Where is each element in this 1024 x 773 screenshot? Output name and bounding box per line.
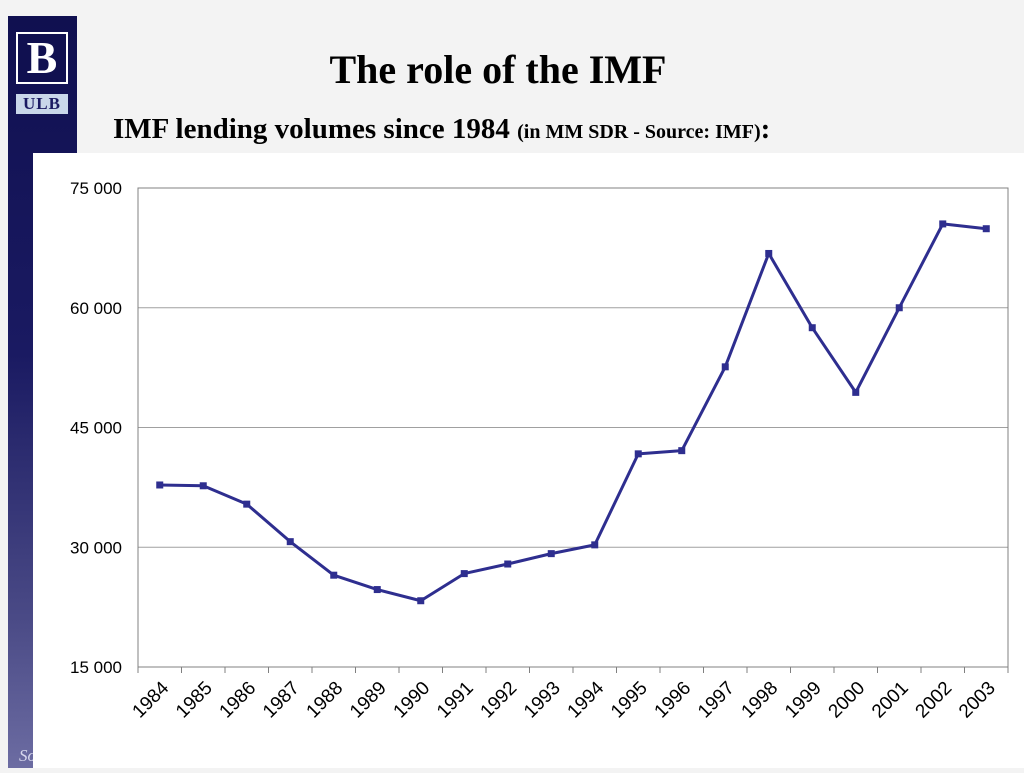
x-tick-label: 2001	[868, 678, 913, 723]
data-point	[634, 450, 642, 458]
x-tick-label: 1998	[738, 678, 783, 723]
x-tick-label: 1993	[520, 678, 565, 723]
x-tick-label: 1996	[651, 678, 696, 723]
data-point	[721, 363, 729, 371]
x-tick-label: 1990	[390, 678, 435, 723]
data-point	[939, 220, 947, 228]
y-tick-label: 60 000	[70, 299, 122, 318]
x-tick-label: 1997	[694, 678, 739, 723]
series-line	[159, 222, 987, 603]
data-point	[504, 560, 512, 568]
data-point	[156, 481, 164, 489]
x-tick-label: 1986	[216, 678, 261, 723]
x-tick-label: 2003	[955, 678, 1000, 723]
sidebar-footer-text: So	[19, 746, 36, 765]
data-point	[895, 304, 903, 312]
x-tick-label: 1995	[607, 678, 652, 723]
y-tick-label: 75 000	[70, 179, 122, 198]
x-tick-label: 1987	[259, 678, 304, 723]
x-tick-label: 1992	[477, 678, 522, 723]
data-point	[765, 249, 773, 257]
x-tick-label: 1991	[433, 678, 478, 723]
data-point	[199, 482, 207, 490]
data-point	[417, 597, 425, 605]
subtitle-note: (in MM SDR - Source: IMF)	[517, 121, 761, 143]
data-point	[330, 571, 338, 579]
x-tick-label: 1985	[172, 678, 217, 723]
x-tick-label: 1984	[129, 677, 174, 722]
data-point	[852, 388, 860, 396]
x-tick-label: 1989	[346, 678, 391, 723]
data-point	[460, 570, 468, 578]
logo-letter: B	[26, 32, 58, 83]
y-tick-label: 30 000	[70, 538, 122, 557]
ulb-logo: B	[16, 32, 68, 84]
slide-subtitle: IMF lending volumes since 1984 (in MM SD…	[113, 113, 770, 146]
y-tick-label: 15 000	[70, 658, 122, 677]
x-tick-label: 2000	[825, 678, 870, 723]
subtitle-colon: :	[760, 113, 771, 145]
data-point	[591, 541, 599, 549]
data-point	[286, 538, 294, 546]
data-point	[243, 500, 251, 508]
data-point	[982, 225, 990, 233]
data-point	[373, 586, 381, 594]
data-point	[547, 550, 555, 558]
ulb-logo-text: ULB	[16, 94, 68, 114]
data-point	[808, 324, 816, 332]
subtitle-main: IMF lending volumes since 1984	[113, 113, 510, 145]
x-tick-label: 2002	[912, 678, 957, 723]
x-tick-label: 1988	[303, 678, 348, 723]
x-tick-label: 1999	[781, 678, 826, 723]
x-tick-label: 1994	[564, 677, 609, 722]
data-point	[678, 447, 686, 455]
chart-area: 15 000 30 000 45 000 60 000 75 000 1984 1985 19…	[33, 153, 1024, 768]
y-tick-label: 45 000	[70, 419, 122, 438]
slide-title: The role of the IMF	[329, 47, 667, 92]
